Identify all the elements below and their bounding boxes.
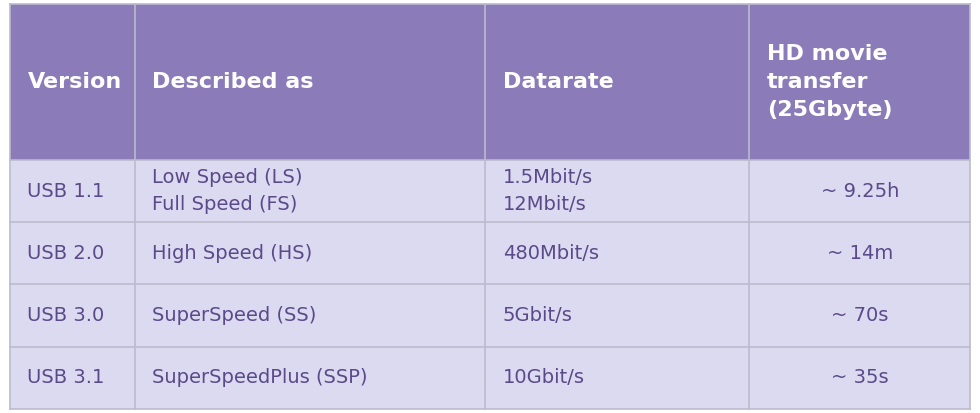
Text: Version: Version: [27, 72, 122, 92]
Text: High Speed (HS): High Speed (HS): [152, 244, 313, 263]
Bar: [134, 285, 485, 347]
Bar: [134, 4, 485, 160]
Bar: [750, 222, 970, 285]
Bar: [10, 285, 134, 347]
Text: USB 2.0: USB 2.0: [27, 244, 105, 263]
Bar: [750, 4, 970, 160]
Text: Low Speed (LS)
Full Speed (FS): Low Speed (LS) Full Speed (FS): [152, 169, 303, 214]
Text: 480Mbit/s: 480Mbit/s: [503, 244, 599, 263]
Bar: [485, 285, 750, 347]
Text: SuperSpeed (SS): SuperSpeed (SS): [152, 306, 317, 325]
Text: 1.5Mbit/s
12Mbit/s: 1.5Mbit/s 12Mbit/s: [503, 169, 593, 214]
Text: 5Gbit/s: 5Gbit/s: [503, 306, 572, 325]
Bar: [485, 4, 750, 160]
Bar: [10, 347, 134, 409]
Bar: [134, 347, 485, 409]
Bar: [485, 347, 750, 409]
Text: ~ 9.25h: ~ 9.25h: [820, 182, 899, 201]
Text: USB 3.0: USB 3.0: [27, 306, 105, 325]
Text: Described as: Described as: [152, 72, 314, 92]
Bar: [134, 222, 485, 285]
Text: SuperSpeedPlus (SSP): SuperSpeedPlus (SSP): [152, 368, 368, 387]
Bar: [750, 160, 970, 222]
Text: USB 3.1: USB 3.1: [27, 368, 105, 387]
Text: ~ 70s: ~ 70s: [831, 306, 889, 325]
Text: Datarate: Datarate: [503, 72, 613, 92]
Bar: [750, 347, 970, 409]
Text: 10Gbit/s: 10Gbit/s: [503, 368, 585, 387]
Bar: [134, 160, 485, 222]
Text: ~ 14m: ~ 14m: [826, 244, 893, 263]
Bar: [10, 222, 134, 285]
Bar: [10, 160, 134, 222]
Text: ~ 35s: ~ 35s: [831, 368, 889, 387]
Text: HD movie
transfer
(25Gbyte): HD movie transfer (25Gbyte): [767, 44, 893, 120]
Bar: [750, 285, 970, 347]
Bar: [485, 222, 750, 285]
Bar: [10, 4, 134, 160]
Bar: [485, 160, 750, 222]
Text: USB 1.1: USB 1.1: [27, 182, 105, 201]
